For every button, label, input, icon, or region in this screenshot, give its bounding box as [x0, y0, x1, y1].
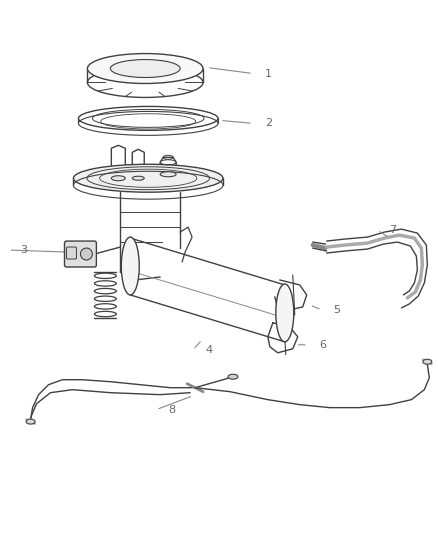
- Text: 8: 8: [168, 405, 175, 415]
- Text: 5: 5: [334, 305, 341, 315]
- Ellipse shape: [160, 172, 176, 177]
- Ellipse shape: [423, 359, 432, 364]
- Circle shape: [81, 248, 92, 260]
- Ellipse shape: [121, 237, 139, 295]
- Text: 7: 7: [389, 225, 396, 235]
- Text: 4: 4: [205, 345, 212, 355]
- Ellipse shape: [276, 284, 294, 342]
- Text: 3: 3: [21, 245, 28, 255]
- Ellipse shape: [74, 164, 223, 192]
- FancyBboxPatch shape: [67, 247, 77, 259]
- Ellipse shape: [88, 53, 203, 84]
- Text: 6: 6: [320, 340, 327, 350]
- Text: 1: 1: [265, 69, 272, 78]
- Ellipse shape: [132, 176, 144, 180]
- Text: 2: 2: [265, 118, 272, 128]
- Ellipse shape: [111, 176, 125, 181]
- Ellipse shape: [228, 374, 238, 379]
- FancyBboxPatch shape: [64, 241, 96, 267]
- Ellipse shape: [26, 419, 35, 424]
- Ellipse shape: [110, 60, 180, 77]
